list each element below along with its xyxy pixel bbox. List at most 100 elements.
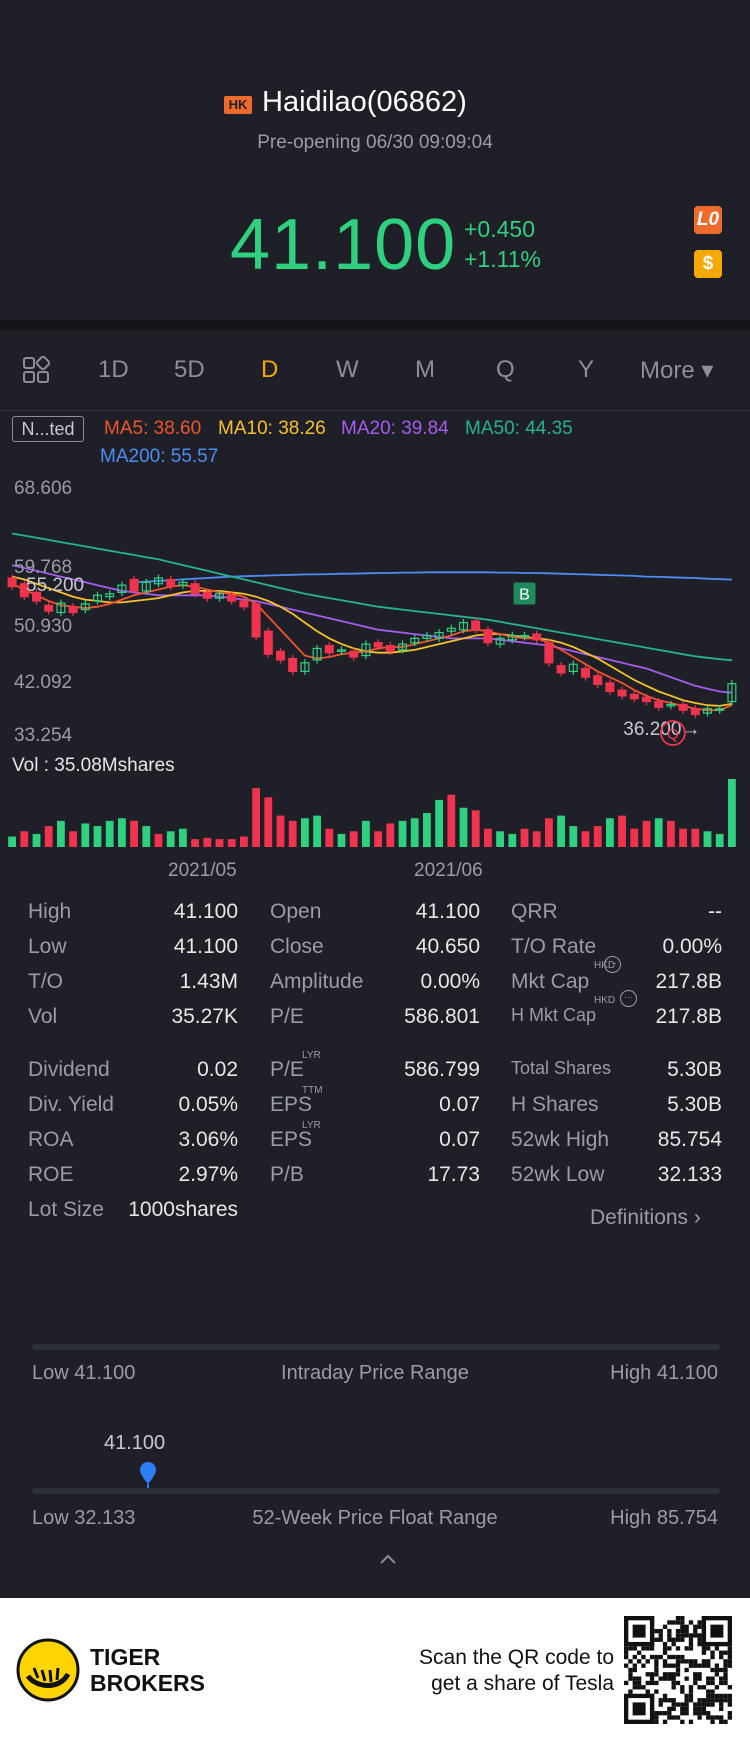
level0-badge[interactable]: L0 bbox=[694, 206, 722, 234]
ma5-line bbox=[11, 582, 733, 712]
tab-1d[interactable]: 1D bbox=[98, 356, 129, 383]
stat-label: Total Shares bbox=[511, 1058, 612, 1078]
q-marker-label: Q bbox=[667, 726, 679, 743]
stat-label: P/B bbox=[270, 1163, 304, 1186]
candle-body bbox=[202, 591, 212, 599]
stat-superscript: LYR bbox=[302, 1120, 321, 1131]
volume-bar bbox=[483, 828, 492, 847]
ma20-label: MA20: 39.84 bbox=[341, 418, 449, 439]
intraday-high: High 41.100 bbox=[610, 1362, 718, 1384]
candle-body bbox=[434, 632, 444, 639]
candle-body bbox=[458, 621, 469, 631]
stat-label: H Mkt Cap bbox=[511, 1005, 597, 1025]
stat-label: T/O bbox=[28, 970, 63, 993]
candle-body bbox=[629, 693, 639, 700]
stat-value: 217.8B bbox=[655, 1005, 722, 1028]
candle-body bbox=[275, 650, 286, 661]
volume-bar bbox=[56, 820, 65, 847]
qr-caption: Scan the QR code to bbox=[419, 1646, 614, 1669]
volume-bar bbox=[374, 831, 383, 847]
tab-5d[interactable]: 5D bbox=[174, 356, 205, 383]
volume-bar bbox=[81, 823, 90, 847]
qr-code-icon[interactable] bbox=[624, 1616, 732, 1724]
candle-body bbox=[178, 581, 188, 586]
overlay-price-label: 55.200 bbox=[26, 575, 85, 596]
stat-label: 52wk High bbox=[511, 1128, 610, 1151]
q-marker bbox=[660, 720, 686, 746]
candle-body bbox=[641, 696, 652, 703]
price-chart[interactable]: B36.200→Q bbox=[0, 470, 750, 760]
stat-label: P/E bbox=[270, 1058, 304, 1081]
tab-q[interactable]: Q bbox=[496, 356, 515, 383]
candle-body bbox=[214, 593, 225, 599]
candle-body bbox=[288, 657, 298, 673]
tab-more[interactable]: More ▾ bbox=[640, 357, 714, 384]
chevron-up-icon[interactable] bbox=[378, 1552, 398, 1566]
section-divider bbox=[0, 320, 750, 330]
tab-w[interactable]: W bbox=[336, 356, 359, 383]
price-change-pct: +1.11% bbox=[464, 246, 541, 272]
volume-bar bbox=[435, 799, 444, 847]
volume-bar bbox=[569, 826, 578, 847]
tab-m[interactable]: M bbox=[415, 356, 435, 383]
candle-body bbox=[300, 662, 310, 673]
info-icon[interactable]: ··· bbox=[620, 990, 637, 1007]
volume-bar bbox=[252, 788, 261, 847]
candle-body bbox=[324, 644, 334, 654]
dollar-badge[interactable]: $ bbox=[694, 250, 722, 278]
stat-value: 41.100 bbox=[173, 935, 238, 958]
stat-label: EPS bbox=[270, 1128, 313, 1151]
candle-body bbox=[422, 634, 432, 639]
info-icon[interactable]: ··· bbox=[604, 956, 621, 973]
intraday-low: Low 41.100 bbox=[32, 1362, 136, 1384]
volume-bar bbox=[727, 779, 736, 847]
candle-body bbox=[7, 577, 17, 588]
candle-body bbox=[190, 583, 200, 595]
adjust-toggle[interactable]: N...ted bbox=[12, 416, 84, 442]
stat-label: Amplitude bbox=[270, 970, 364, 993]
candle-body bbox=[227, 594, 237, 602]
week52-title: 52-Week Price Float Range bbox=[252, 1507, 498, 1529]
stat-value: 40.650 bbox=[415, 935, 480, 958]
volume-bar bbox=[532, 831, 541, 847]
volume-bar bbox=[117, 818, 126, 847]
tab-d[interactable]: D bbox=[261, 356, 279, 383]
volume-bar bbox=[44, 826, 53, 847]
stat-superscript: LYR bbox=[302, 1050, 321, 1061]
chart-layout-icon[interactable] bbox=[22, 356, 50, 384]
volume-bar bbox=[361, 820, 370, 847]
stat-value: 2.97% bbox=[178, 1163, 238, 1186]
candle-body bbox=[105, 593, 115, 598]
candle-body bbox=[654, 700, 664, 708]
stats-panel: High 41.100 Low 41.100 T/O 1.43M Vol 35.27K Divi… bbox=[0, 900, 750, 1240]
volume-bar bbox=[325, 828, 334, 847]
candle-body bbox=[483, 629, 493, 644]
ma50-line bbox=[11, 532, 732, 662]
stock-name: Haidilao(06862) bbox=[262, 86, 467, 118]
week52-high: High 85.754 bbox=[610, 1507, 718, 1529]
y-tick-label: 42.092 bbox=[14, 672, 73, 693]
volume-bar bbox=[32, 833, 41, 847]
definitions-link[interactable]: Definitions › bbox=[590, 1206, 701, 1229]
y-tick-label: 68.606 bbox=[14, 478, 73, 499]
volume-bar bbox=[142, 826, 151, 847]
stat-value: 1.43M bbox=[179, 970, 238, 993]
tab-y[interactable]: Y bbox=[578, 356, 595, 383]
volume-chart[interactable] bbox=[0, 775, 750, 850]
x-tick-label: 2021/06 bbox=[414, 860, 483, 881]
candle-body bbox=[690, 708, 700, 716]
stat-label: High bbox=[28, 900, 72, 923]
candle-body bbox=[153, 577, 164, 585]
volume-bar bbox=[130, 820, 139, 847]
candle-body bbox=[44, 604, 54, 612]
candle-body bbox=[556, 665, 566, 674]
stat-label: Close bbox=[270, 935, 324, 958]
stat-value: 0.05% bbox=[178, 1093, 238, 1116]
candle-body bbox=[349, 650, 359, 658]
candle-body bbox=[666, 703, 676, 707]
stat-value: 32.133 bbox=[657, 1163, 722, 1186]
volume-bar bbox=[105, 820, 114, 847]
volume-bar bbox=[203, 837, 212, 847]
volume-bar bbox=[239, 836, 248, 847]
volume-bar bbox=[642, 820, 651, 847]
